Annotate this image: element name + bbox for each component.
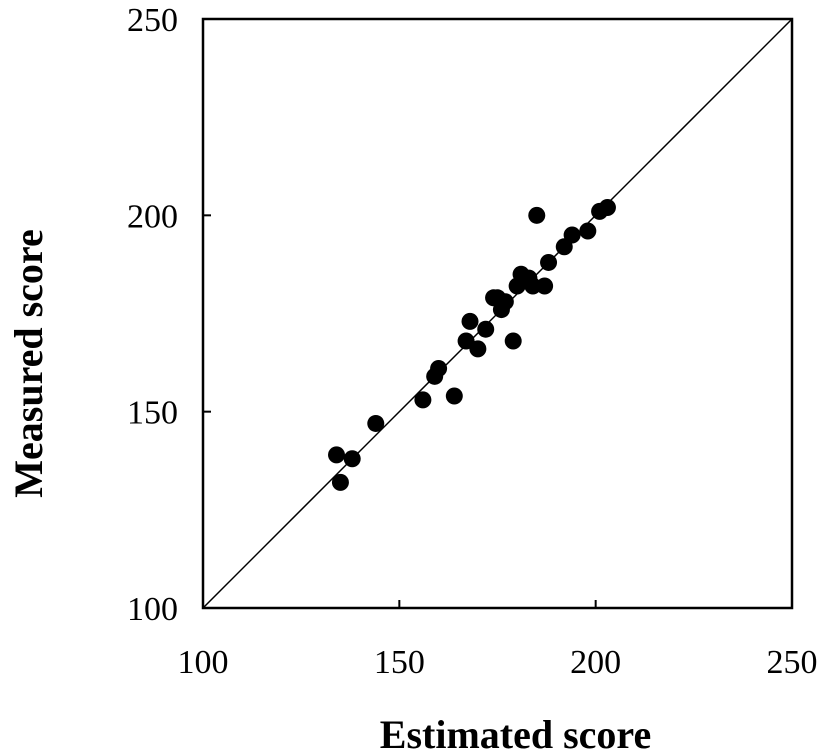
data-point [328,446,346,464]
data-point [343,450,361,468]
data-point [469,340,487,358]
data-point [367,414,385,432]
data-point [598,198,616,216]
y-tick-label: 250 [127,2,178,39]
data-point [496,293,514,311]
data-point [528,206,546,224]
data-point [477,320,495,338]
y-tick-label: 150 [127,395,178,432]
data-point [524,277,542,295]
x-axis-ticks: 100 150 200 250 [178,600,818,681]
data-point [461,312,479,330]
y-axis-ticks: 100 150 200 250 [127,2,211,628]
data-point [331,473,349,491]
x-tick-label: 100 [178,644,229,681]
data-point [445,387,463,405]
y-tick-label: 200 [127,198,178,235]
data-point [563,226,581,244]
data-points [328,198,616,491]
y-tick-label: 100 [127,591,178,628]
data-point [414,391,432,409]
data-point [430,359,448,377]
plot-frame [201,17,794,610]
x-tick-label: 200 [570,644,621,681]
x-tick-label: 250 [767,644,818,681]
x-axis-title: Estimated score [380,712,651,756]
x-tick-label: 150 [374,644,425,681]
data-point [504,332,522,350]
y-axis-title: Measured score [6,229,51,497]
data-point [536,277,554,295]
data-point [579,222,597,240]
data-point [540,253,558,271]
